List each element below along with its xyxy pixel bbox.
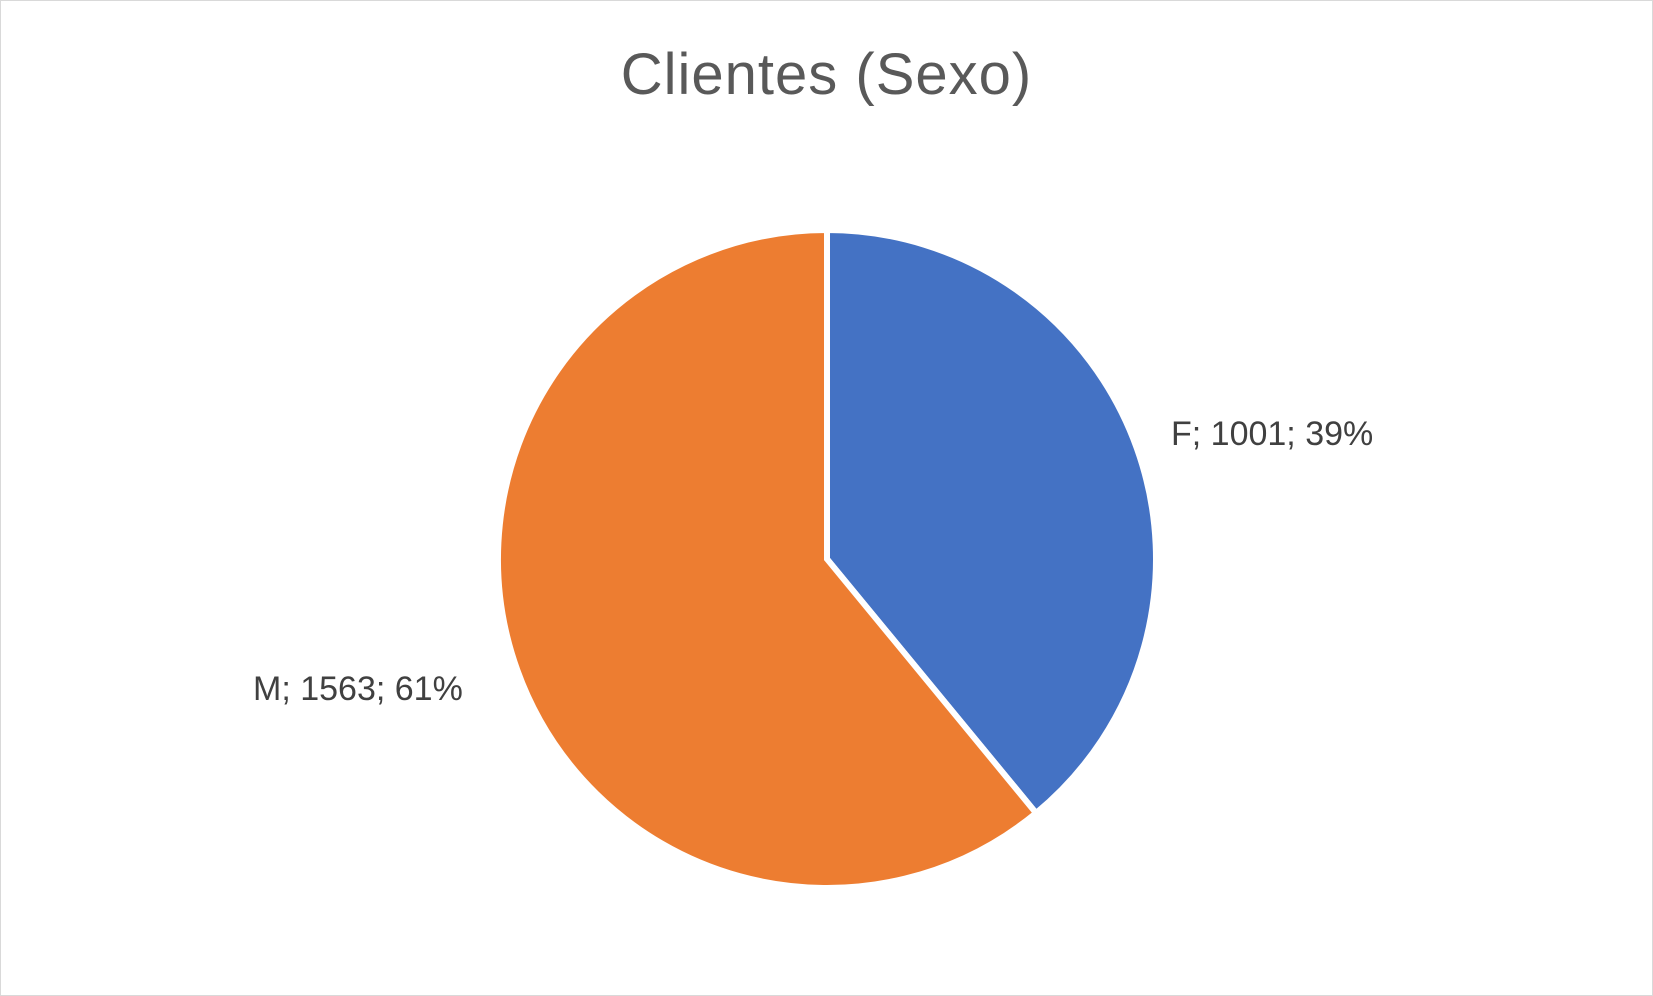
pie-slice-m [495,226,1041,891]
chart-title: Clientes (Sexo) [620,42,1033,107]
slices-layer [495,226,1159,891]
pie-slice-f [824,226,1159,818]
data-label-m: M; 1563; 61% [253,670,463,708]
data-label-f: F; 1001; 39% [1171,415,1373,453]
labels-layer: F; 1001; 39% M; 1563; 61% [253,415,1373,708]
